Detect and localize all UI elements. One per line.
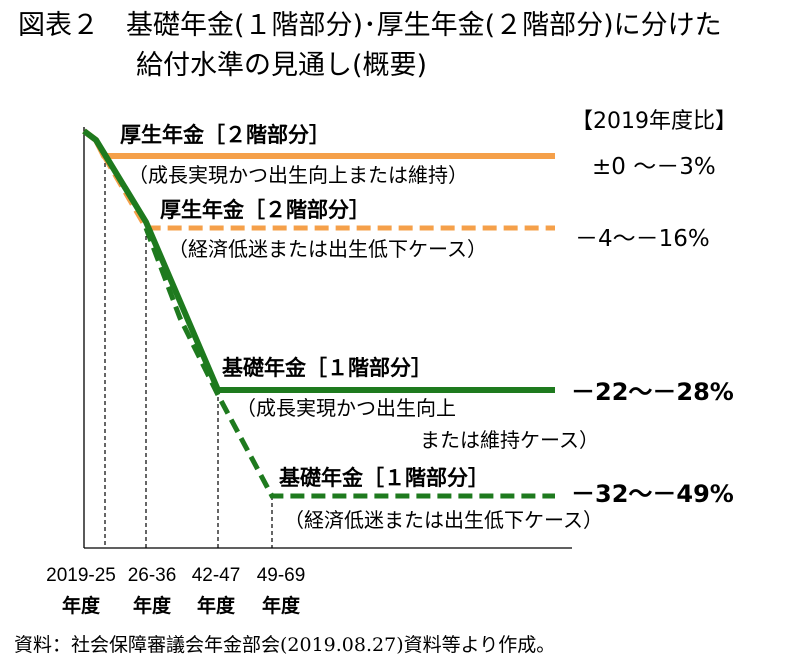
x-tick-label-2-top: 26-36 [128,565,177,586]
label-kiso-growth-sub-1: （成長実現かつ出生向上 [236,396,456,420]
series-lines [82,128,555,499]
label-kiso-growth-main: 基礎年金［１階部分］ [222,356,432,380]
x-tick-label-4-bottom: 年度 [262,594,301,617]
page-title: 図表２ 基礎年金(１階部分)･厚生年金(２階部分)に分けた 給付水準の見通し(概… [18,6,722,86]
label-kosei-growth-sub: （成長実現かつ出生向上または維持） [128,163,468,187]
series-line-kiso-growth [82,128,555,393]
series-line-kiso-low [143,227,555,499]
label-kosei-low-sub: （経済低迷または出生低下ケース） [168,237,487,261]
comparison-header: 【2019年度比】 [571,109,737,134]
source-note: 資料：社会保障審議会年金部会(2019.08.27)資料等より作成。 [14,634,556,656]
series-labels: 厚生年金［２階部分］ （成長実現かつ出生向上または維持） 厚生年金［２階部分］ … [120,123,603,532]
result-kiso-low: －32〜－49% [571,480,734,508]
x-tick-label-1-top: 2019-25 [46,565,116,586]
chart-axes [83,127,572,549]
label-kosei-growth-main: 厚生年金［２階部分］ [120,123,330,147]
label-kiso-growth-sub-2: または維持ケース） [400,428,599,452]
period-guides [104,156,273,548]
x-tick-label-3-bottom: 年度 [197,594,236,617]
label-kiso-low-main: 基礎年金［１階部分］ [279,466,489,490]
x-tick-label-4-top: 49-69 [257,565,306,586]
x-tick-label-1-bottom: 年度 [62,594,101,617]
label-kosei-low-main: 厚生年金［２階部分］ [160,198,370,222]
title-line-2: 給付水準の見通し(概要) [136,50,428,81]
result-kosei-low: －4〜－16% [575,226,710,252]
result-kiso-growth: －22〜－28% [571,378,734,406]
label-kiso-low-sub: （経済低迷または出生低下ケース） [284,508,603,532]
title-line-1: 図表２ 基礎年金(１階部分)･厚生年金(２階部分)に分けた [18,10,722,41]
x-tick-labels: 2019-25 年度 26-36 年度 42-47 年度 49-69 年度 [46,565,305,617]
x-tick-label-3-top: 42-47 [192,565,241,586]
comparison-column: 【2019年度比】 ±0 〜－3% －4〜－16% －22〜－28% －32〜－… [571,109,737,508]
result-kosei-growth: ±0 〜－3% [592,154,716,180]
x-tick-label-2-bottom: 年度 [133,594,172,617]
